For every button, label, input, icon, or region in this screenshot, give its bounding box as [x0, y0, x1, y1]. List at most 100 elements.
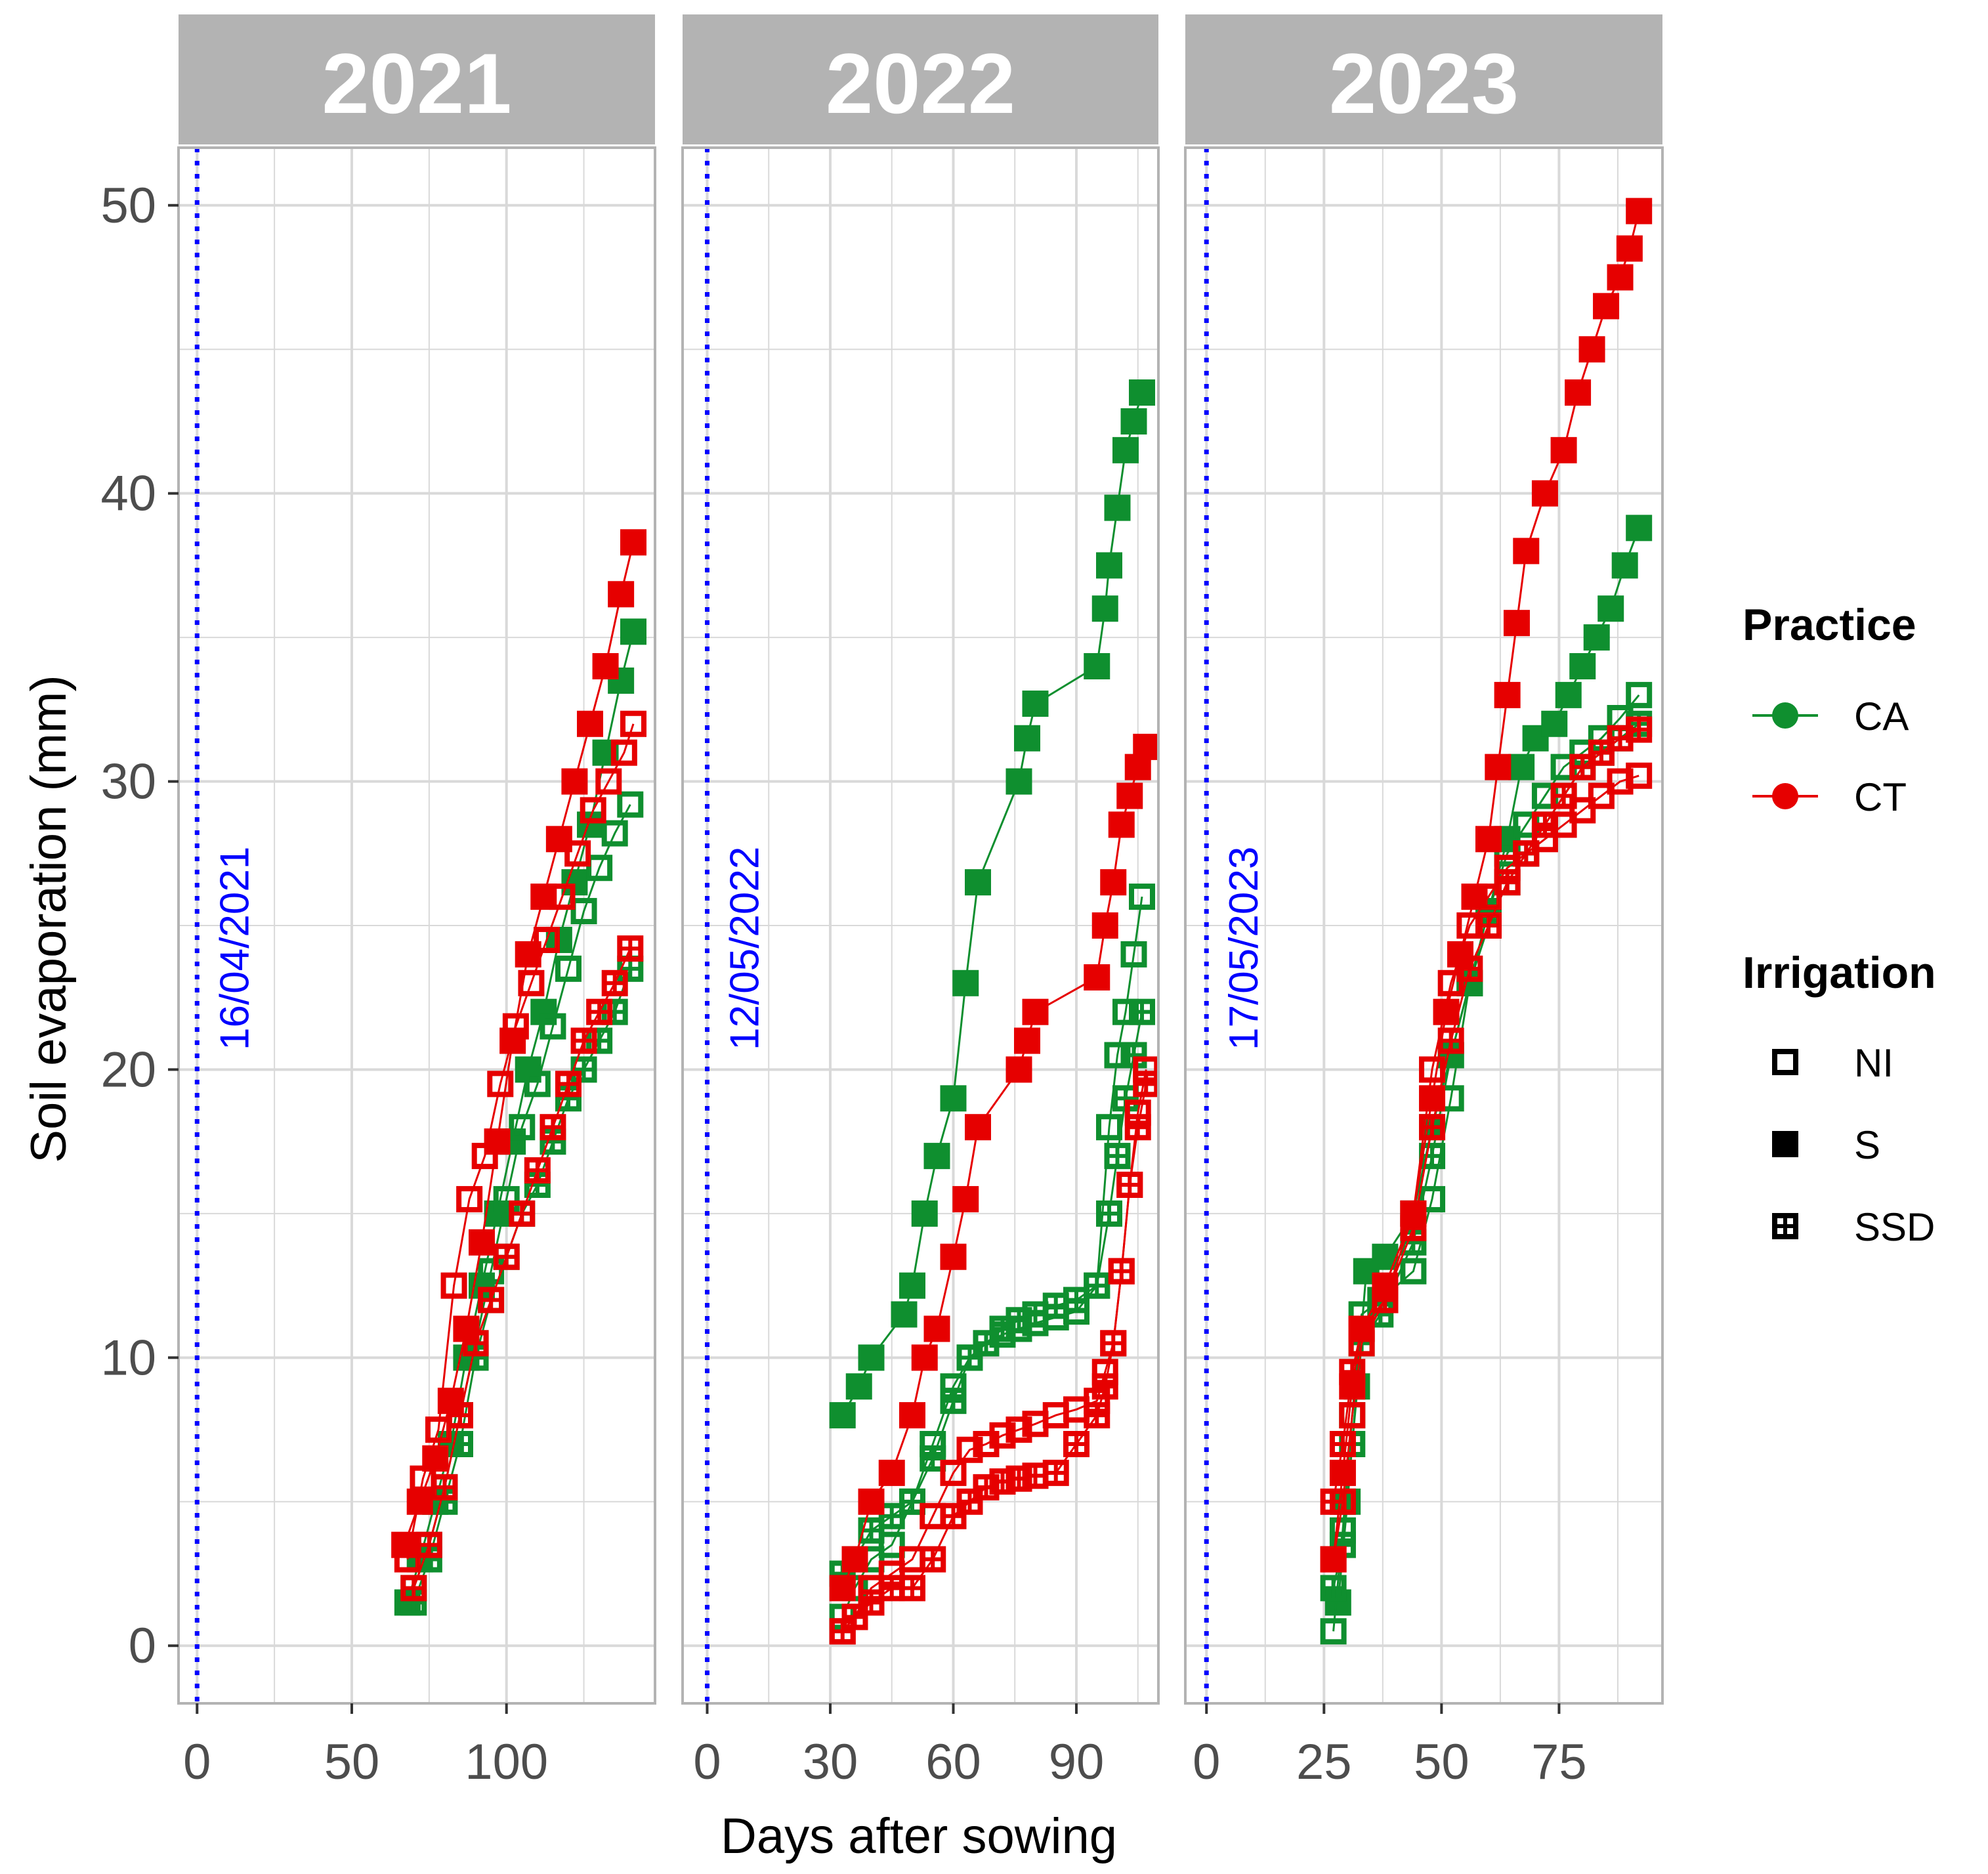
- data-point: [858, 1344, 885, 1371]
- data-point: [509, 1114, 536, 1141]
- data-point: [845, 1373, 872, 1400]
- data-point: [1129, 379, 1155, 406]
- sowing-date-label: 12/05/2022: [723, 847, 768, 1050]
- data-point: [570, 898, 597, 925]
- panel-strip-title: 2023: [1329, 35, 1519, 131]
- data-point: [1116, 782, 1143, 809]
- data-point: [1531, 480, 1558, 507]
- legend-irrigation-marker: [1772, 1131, 1798, 1157]
- data-point: [1324, 1589, 1351, 1616]
- data-point: [440, 1272, 467, 1299]
- y-tick-label: 20: [100, 1042, 156, 1097]
- x-tick-label: 100: [465, 1734, 548, 1790]
- data-point: [952, 1185, 979, 1212]
- data-point: [1494, 681, 1521, 708]
- data-point: [989, 1422, 1016, 1449]
- data-point: [940, 1243, 967, 1270]
- x-axis-title: Days after sowing: [721, 1808, 1117, 1864]
- x-tick-label: 0: [183, 1734, 211, 1790]
- series-CT-SSD: [829, 1071, 1160, 1645]
- data-point: [1091, 595, 1118, 622]
- data-point: [1583, 624, 1610, 651]
- data-point: [1550, 437, 1577, 463]
- panel-strip-title: 2021: [322, 35, 511, 131]
- data-point: [610, 739, 637, 766]
- data-point: [1005, 768, 1032, 795]
- data-point: [1005, 1056, 1032, 1083]
- data-point: [502, 1013, 529, 1040]
- legend-irrigation-label: SSD: [1854, 1205, 1935, 1249]
- legend-practice-title: Practice: [1743, 600, 1916, 650]
- data-point: [1084, 653, 1110, 679]
- x-tick-label: 25: [1296, 1734, 1352, 1790]
- data-point: [1475, 826, 1502, 853]
- data-point: [841, 1546, 868, 1573]
- data-point: [1419, 1056, 1446, 1083]
- legend-irrigation-item: NI: [1772, 1041, 1893, 1085]
- data-point: [858, 1488, 885, 1515]
- data-point: [1503, 610, 1530, 637]
- panel-strip-title: 2022: [826, 35, 1015, 131]
- legend-practice-dot: [1772, 783, 1798, 809]
- data-point: [1626, 515, 1653, 542]
- panel-border: [177, 146, 656, 1705]
- data-point: [1569, 653, 1596, 679]
- data-point: [911, 1200, 938, 1227]
- legend-irrigation-item: S: [1772, 1123, 1880, 1167]
- data-point: [561, 768, 588, 795]
- data-point: [940, 1085, 967, 1112]
- data-point: [1569, 797, 1596, 824]
- data-point: [1626, 681, 1653, 708]
- data-point: [580, 797, 606, 824]
- data-point: [1100, 869, 1127, 896]
- data-point: [601, 820, 628, 847]
- panel-2022: 2022 12/05/2022 0 30 60 90: [681, 14, 1160, 1790]
- panel-strip-2021: [179, 14, 655, 144]
- x-tick-label: 50: [324, 1734, 380, 1790]
- legend-irrigation-marker: [1772, 1049, 1798, 1075]
- data-point: [620, 529, 646, 556]
- data-point: [555, 955, 582, 982]
- data-point: [1541, 710, 1568, 737]
- data-point: [891, 1301, 918, 1328]
- data-point: [1372, 1243, 1399, 1270]
- data-point: [1120, 408, 1147, 435]
- data-point: [620, 710, 646, 737]
- data-point: [1320, 1546, 1347, 1573]
- data-point: [911, 1344, 938, 1371]
- series-CT-SSD: [400, 935, 644, 1602]
- data-point: [1513, 538, 1540, 564]
- data-point: [1084, 964, 1110, 990]
- data-point: [1626, 762, 1653, 789]
- data-point: [952, 969, 979, 996]
- data-point: [1096, 552, 1122, 579]
- data-point: [1593, 293, 1620, 320]
- data-point: [549, 884, 576, 910]
- data-point: [1005, 1416, 1032, 1443]
- data-point: [1578, 336, 1605, 363]
- data-point: [425, 1416, 452, 1443]
- y-tick-label: 50: [100, 178, 156, 234]
- data-point: [1400, 1258, 1427, 1285]
- data-point: [487, 1071, 514, 1097]
- data-point: [469, 1229, 495, 1256]
- data-point: [1014, 1027, 1040, 1054]
- data-point: [1022, 691, 1049, 717]
- data-point: [1588, 782, 1615, 809]
- data-point: [394, 1546, 421, 1573]
- x-tick-label: 60: [925, 1734, 981, 1790]
- data-point: [1626, 198, 1653, 224]
- data-point: [1485, 754, 1512, 780]
- data-point: [493, 1185, 520, 1212]
- series-CT-NI: [394, 710, 646, 1573]
- x-tick-label: 30: [803, 1734, 858, 1790]
- legend-practice-label: CA: [1854, 694, 1909, 738]
- data-point: [524, 1071, 551, 1097]
- data-point: [1597, 595, 1624, 622]
- data-point: [1607, 264, 1634, 291]
- data-point: [1339, 1402, 1366, 1429]
- data-point: [1108, 811, 1135, 838]
- series-line: [403, 542, 635, 1546]
- data-point: [923, 1143, 950, 1170]
- data-point: [564, 840, 591, 867]
